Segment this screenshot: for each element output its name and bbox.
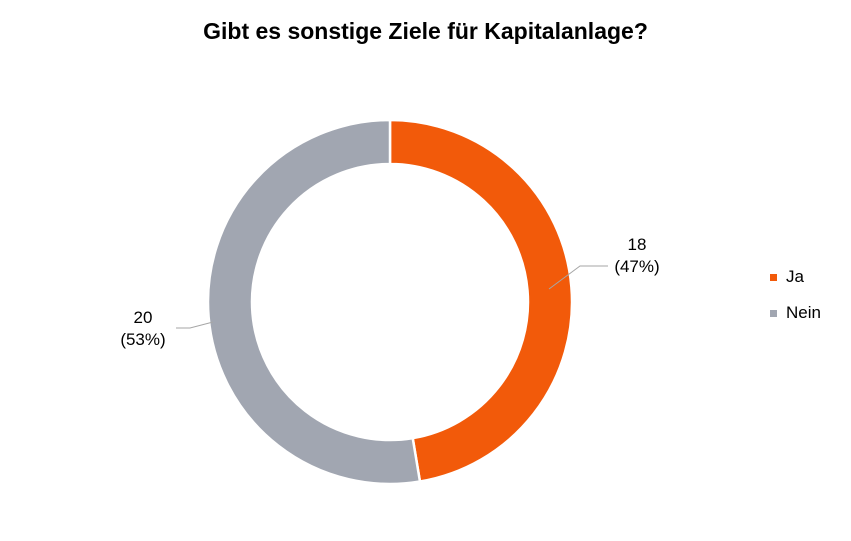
leader-line-nein xyxy=(176,321,214,329)
data-label-percent-nein: (53%) xyxy=(120,330,165,349)
legend-item-ja: Ja xyxy=(770,266,821,288)
data-label-count-nein: 20 xyxy=(134,308,153,327)
slice-nein xyxy=(206,118,422,486)
leader-line-ja xyxy=(548,265,608,290)
legend-label-nein: Nein xyxy=(786,303,821,322)
data-label-count-ja: 18 xyxy=(628,235,647,254)
chart-title: Gibt es sonstige Ziele für Kapitalanlage… xyxy=(203,18,648,44)
legend-swatch-ja xyxy=(770,273,777,281)
legend-item-nein: Nein xyxy=(770,302,821,324)
slice-ja xyxy=(388,118,574,483)
legend-swatch-nein xyxy=(770,309,777,317)
legend: Ja Nein xyxy=(770,266,821,338)
legend-label-ja: Ja xyxy=(786,267,804,286)
data-label-percent-ja: (47%) xyxy=(614,257,659,276)
